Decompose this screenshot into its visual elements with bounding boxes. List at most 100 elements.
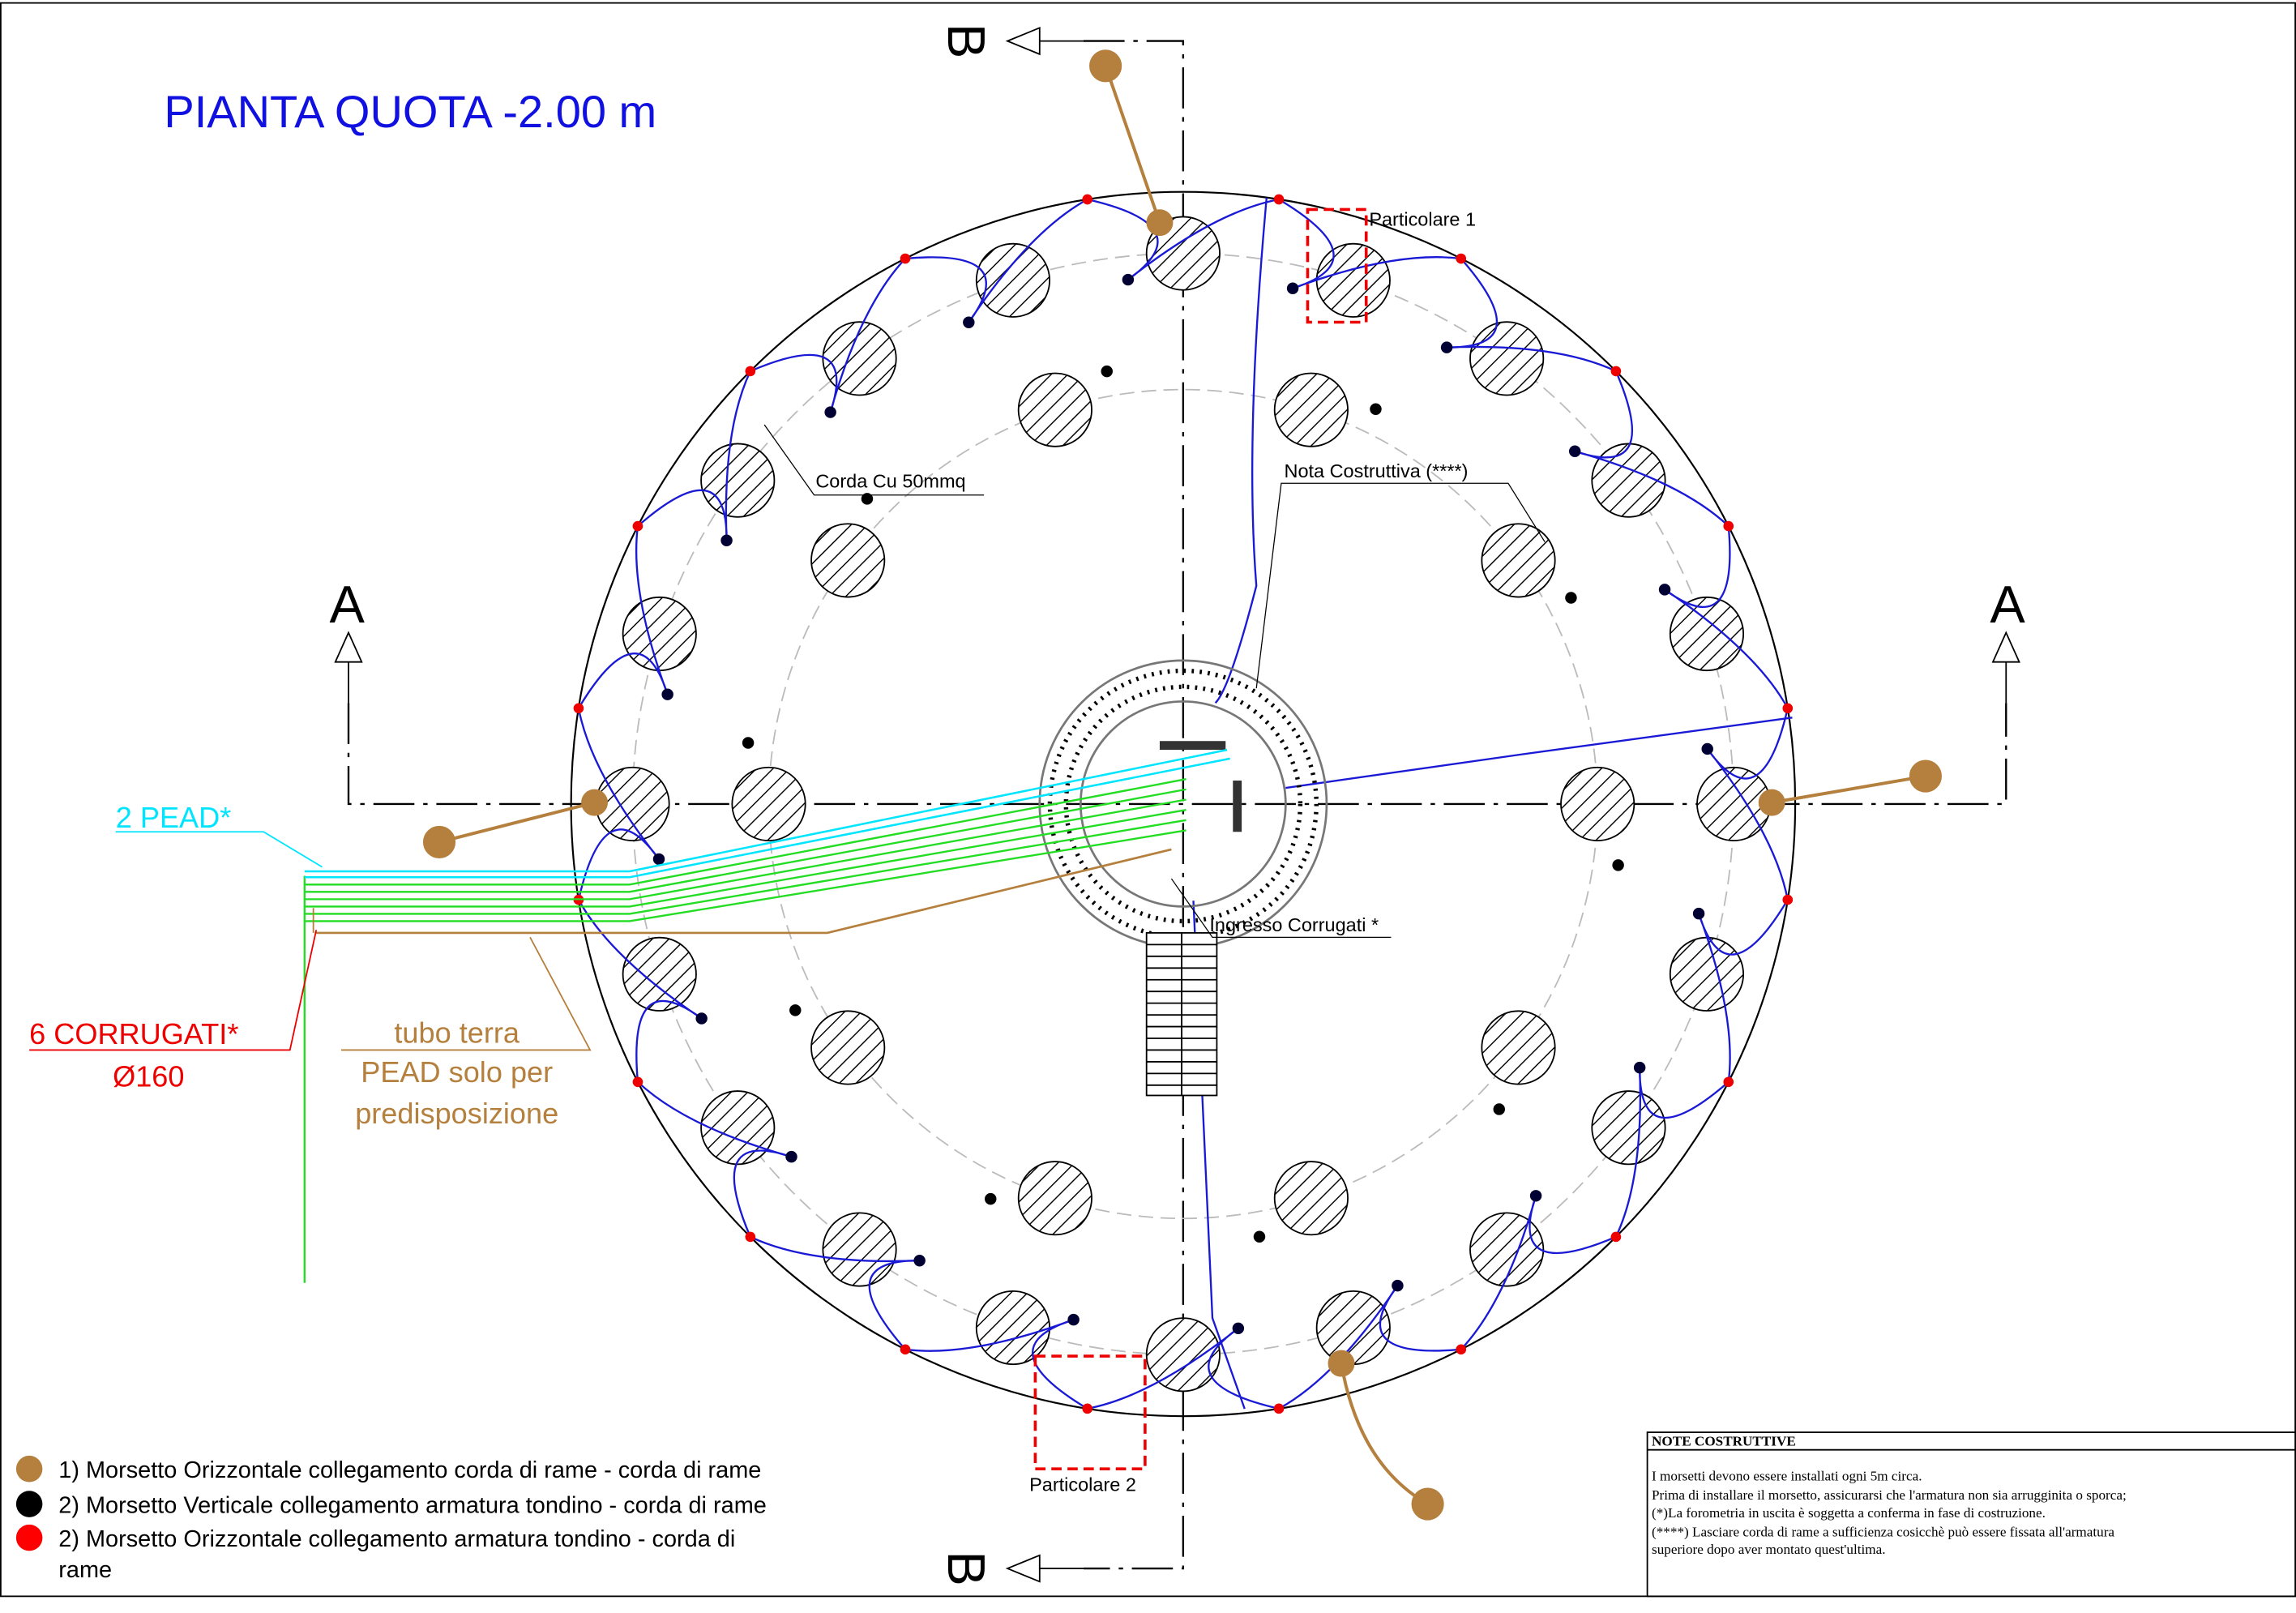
vertical-clamp (985, 1193, 996, 1204)
horizontal-clamp (1456, 1345, 1466, 1355)
notes-line: (*)La forometria in uscita è soggetta a … (1652, 1505, 2046, 1521)
pile (623, 597, 696, 670)
pile (977, 244, 1050, 317)
title: PIANTA QUOTA -2.00 m (164, 86, 656, 137)
notes-line: (****) Lasciare corda di rame a sufficie… (1652, 1524, 2114, 1539)
pile (1275, 1162, 1348, 1234)
annotation: Ingresso Corrugati * (1209, 914, 1379, 935)
vertical-clamp (1233, 1323, 1244, 1334)
vertical-clamp (653, 854, 665, 865)
vertical-clamp (1634, 1062, 1645, 1073)
annotation: PEAD solo per (361, 1055, 553, 1089)
vertical-clamp (1101, 366, 1113, 377)
legend: 1) Morsetto Orizzontale collegamento cor… (16, 1456, 767, 1583)
horizontal-clamp (1723, 521, 1734, 532)
horizontal-clamp (746, 1232, 756, 1243)
legend-swatch (16, 1525, 43, 1551)
vertical-clamp (695, 1012, 707, 1024)
pile (811, 524, 884, 597)
horizontal-clamp (1723, 1076, 1734, 1087)
pile (1470, 1213, 1543, 1286)
section-label: B (937, 24, 996, 58)
horizontal-clamp (1611, 366, 1622, 377)
pile (1561, 768, 1634, 841)
section-label: B (937, 1551, 996, 1585)
legend-swatch (16, 1456, 43, 1483)
horizontal-clamp (1082, 1404, 1092, 1414)
vertical-clamp (785, 1151, 797, 1162)
vertical-clamp (1441, 341, 1452, 353)
pile (1317, 1291, 1390, 1364)
pile (1592, 1091, 1665, 1164)
vertical-clamp (913, 1255, 925, 1266)
annotation: Nota Costruttiva (****) (1285, 460, 1469, 481)
annotation: tubo terra (394, 1016, 520, 1049)
pile (1275, 373, 1348, 446)
vertical-clamp (1702, 743, 1713, 755)
pile (823, 322, 896, 395)
horizontal-clamp (1782, 895, 1793, 905)
pile (1670, 938, 1743, 1011)
horizontal-clamp (900, 254, 911, 264)
vertical-clamp (1530, 1190, 1541, 1201)
horizontal-clamp (900, 1345, 911, 1355)
annotation: 2 PEAD* (116, 801, 232, 834)
annotation: predisposizione (355, 1097, 558, 1130)
legend-text: 2) Morsetto Orizzontale collegamento arm… (58, 1526, 735, 1552)
pile (1670, 597, 1743, 670)
vertical-clamp (1612, 859, 1623, 871)
vertical-clamp (824, 406, 836, 417)
pile (1019, 373, 1092, 446)
pile (1592, 443, 1665, 516)
pile (1481, 1011, 1554, 1084)
detail-label: Particolare 1 (1369, 208, 1476, 229)
pile (701, 443, 774, 516)
horizontal-clamp (1274, 1404, 1285, 1414)
legend-swatch (16, 1491, 43, 1517)
drawing: PIANTA QUOTA -2.00 m A A B B Particolare… (0, 0, 2296, 1613)
pile (811, 1011, 884, 1084)
horizontal-clamp (1456, 254, 1466, 264)
horizontal-clamp (746, 366, 756, 377)
leader-line (116, 832, 323, 866)
pile (823, 1213, 896, 1286)
pile (1019, 1162, 1092, 1234)
legend-text: 2) Morsetto Verticale collegamento armat… (58, 1492, 767, 1518)
vertical-clamp (1565, 592, 1576, 603)
horizontal-clamp (633, 521, 643, 532)
notes-box: NOTE COSTRUTTIVE I morsetti devono esser… (1648, 1432, 2296, 1596)
annotation: 6 CORRUGATI* (29, 1017, 238, 1050)
vertical-clamp (963, 317, 974, 328)
horizontal-clamp (1782, 703, 1793, 713)
vertical-clamp (1569, 445, 1580, 456)
vertical-clamp (1122, 274, 1134, 285)
vertical-clamp (1494, 1103, 1505, 1115)
annotation: Corda Cu 50mmq (815, 471, 965, 492)
vertical-clamp (1370, 404, 1381, 415)
vertical-clamp (1659, 584, 1670, 595)
legend-text: rame (58, 1557, 112, 1583)
horizontal-clamp (633, 1076, 643, 1087)
pile (1147, 1318, 1220, 1391)
pile (701, 1091, 774, 1164)
notes-line: Prima di installare il morsetto, assicur… (1652, 1487, 2127, 1503)
vertical-clamp (1287, 282, 1298, 293)
vertical-clamp (742, 737, 754, 748)
pile (1317, 244, 1390, 317)
horizontal-clamp (1611, 1232, 1622, 1243)
horizontal-clamp (1082, 195, 1092, 205)
notes-title: NOTE COSTRUTTIVE (1652, 1433, 1796, 1448)
legend-text: 1) Morsetto Orizzontale collegamento cor… (58, 1457, 761, 1483)
horizontal-clamp (574, 703, 584, 713)
copper-wire (1216, 198, 1267, 703)
vertical-clamp (789, 1004, 801, 1016)
vertical-clamp (1067, 1314, 1079, 1325)
pile (1470, 322, 1543, 395)
horizontal-clamp (1274, 195, 1285, 205)
notes-line: superiore dopo aver montato quest'ultima… (1652, 1542, 1885, 1557)
leader-lines (764, 425, 1545, 937)
pile (977, 1291, 1050, 1364)
vertical-clamp (1254, 1230, 1265, 1242)
vertical-clamp (720, 534, 732, 546)
section-label: A (1990, 575, 2025, 634)
